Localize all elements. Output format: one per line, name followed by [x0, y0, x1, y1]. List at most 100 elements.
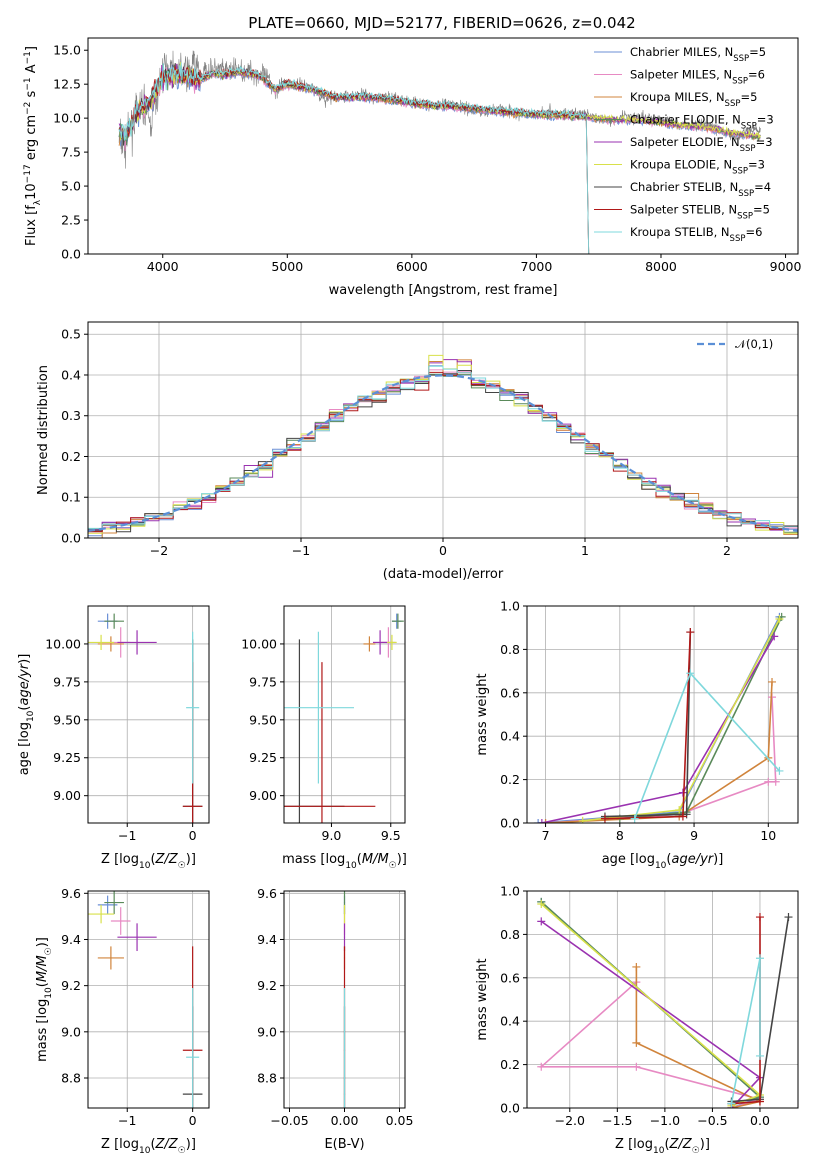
weight-vs-Z-xlabel-part: 10 [653, 1146, 665, 1156]
residuals-ytick-label: 0.4 [61, 367, 81, 382]
mass-weight-point [755, 1097, 764, 1106]
weight-vs-Z-xtick-label: −1.0 [650, 1113, 680, 1128]
weight-vs-age-ytick-label: 0.0 [500, 816, 520, 831]
spectrum-ylabel-part: −1 [23, 77, 33, 90]
mass-vs-Z-xlabel: Z [log10(Z/Z☉)] [101, 1137, 196, 1156]
spectrum-xtick-label: 6000 [396, 259, 428, 274]
residuals-ytick-label: 0.5 [61, 327, 81, 342]
weight-vs-Z-xtick-label: 0.0 [750, 1113, 770, 1128]
mass-weight-point [755, 913, 764, 922]
mass-vs-Z-xtick-label: −1 [118, 1113, 136, 1128]
spectrum-ylabel-part: −2 [23, 102, 33, 115]
spectrum-ylabel-part: s [24, 90, 39, 101]
residual-histogram [88, 371, 798, 533]
mass-weight-point [755, 954, 764, 963]
weight-vs-Z-ytick-label: 0.0 [500, 1101, 520, 1116]
age-vs-mass-xtick-label: 9.0 [322, 828, 342, 843]
mass-vs-EBV-xtick-label: 0.00 [331, 1113, 359, 1128]
legend-entry-text: Kroupa ELODIE, N [630, 158, 732, 172]
age-vs-Z-xlabel-part: Z [log [101, 852, 139, 867]
weight-vs-Z-ylabel: mass weight [475, 958, 490, 1040]
mass-weight-point [678, 812, 687, 821]
legend-entry-sub: SSP [733, 54, 749, 64]
weight-vs-Z-ytick-label: 0.4 [500, 1014, 520, 1029]
legend-entry-value: =5 [740, 90, 757, 104]
spectrum-frame [87, 37, 799, 255]
mass-vs-EBV-xlabel-part: E(B-V) [324, 1137, 364, 1152]
mass-weight-line [538, 616, 781, 823]
legend-entry: Chabrier MILES, NSSP=5 [630, 45, 766, 64]
legend-entry-value: =3 [756, 135, 773, 149]
weight-vs-age-xlabel-part: ( [666, 852, 671, 867]
weight-vs-Z-xlabel-part: ☉ [692, 1146, 700, 1156]
legend-entry: Chabrier STELIB, NSSP=4 [630, 180, 771, 199]
age-vs-Z-xlabel-part: )] [186, 852, 196, 867]
legend-entry-sub: SSP [737, 212, 753, 222]
mass-vs-Z-ylabel-part: 10 [44, 987, 54, 999]
legend-entry: Kroupa MILES, NSSP=5 [630, 90, 757, 109]
weight-vs-Z-plot: −2.0 −1.5 −1.0 −0.5 0.0 0.0 0.2 0.4 0.6 0.8 1.0 Z [… [475, 884, 799, 1156]
legend-entry-sub: SSP [738, 189, 754, 199]
age-vs-mass-marks [284, 613, 404, 823]
mass-vs-EBV-xtick-label: −0.05 [270, 1113, 308, 1128]
mass-weight-point [632, 1062, 641, 1071]
age-vs-mass-xlabel-part: mass [log [282, 852, 345, 867]
age-vs-Z-ylabel-part: age [log [17, 722, 32, 775]
legend-entry-sub: SSP [732, 77, 748, 87]
mass-weight-line [635, 967, 763, 1108]
mass-vs-Z-ylabel: mass [log10(M/M☉)] [35, 937, 54, 1062]
age-vs-mass-ytick-label: 10.00 [241, 636, 277, 651]
mass-weight-point [541, 819, 550, 823]
mass-weight-point [770, 632, 779, 641]
residuals-marks [88, 354, 798, 538]
weight-vs-age-xlabel-part: )] [713, 852, 723, 867]
mass-vs-EBV-ytick-label: 8.8 [257, 1070, 277, 1085]
legend-entry: Chabrier ELODIE, NSSP=3 [630, 113, 774, 132]
mass-weight-point [632, 962, 641, 971]
mass-vs-EBV-frame [283, 890, 406, 1109]
spectrum-ytick-label: 7.5 [61, 145, 81, 160]
age-vs-mass-ytick-label: 9.00 [249, 788, 277, 803]
mass-weight-line [540, 920, 762, 1108]
mass-vs-EBV-ytick-label: 9.4 [257, 932, 277, 947]
weight-vs-age-xtick-label: 10 [760, 828, 776, 843]
mass-weight-line [633, 671, 780, 819]
weight-vs-Z-xtick-label: −2.0 [555, 1113, 585, 1128]
age-vs-Z-ylabel-part: )] [17, 654, 32, 664]
mass-weight-line [539, 981, 763, 1108]
age-vs-Z-ylabel: age [log10(age/yr)] [17, 654, 36, 776]
mass-vs-Z-xlabel-part: ( [150, 1137, 155, 1152]
age-vs-Z-xlabel: Z [log10(Z/Z☉)] [101, 852, 196, 871]
spectrum-ytick-label: 5.0 [61, 179, 81, 194]
mass-vs-Z-plot: −1 08.89.09.29.49.6Z [log10(Z/Z☉)]mass [l… [35, 886, 210, 1156]
mass-vs-Z-xlabel-part: )] [186, 1137, 196, 1152]
residuals-plot: −2 −1 0 1 2 0.0 0.1 0.2 0.3 0.4 0.5 𝒩(0,1) (data-mod… [36, 321, 799, 582]
mass-weight-point [675, 805, 684, 814]
weight-vs-Z-ytick-label: 0.8 [500, 927, 520, 942]
spectrum-xtick-label: 7000 [521, 259, 553, 274]
age-vs-mass-xtick-label: 9.5 [381, 828, 401, 843]
weight-vs-Z-xlabel-part: )] [700, 1137, 710, 1152]
mass-weight-line [541, 635, 775, 823]
spectrum-ylabel-part: λ [33, 199, 43, 205]
mass-vs-Z-xtick-label: 0 [189, 1113, 197, 1128]
residuals-ytick-label: 0.3 [61, 408, 81, 423]
age-vs-Z-ytick-label: 10.00 [45, 636, 81, 651]
age-vs-mass-xlabel-part: M/M [362, 852, 389, 867]
age-vs-Z-ylabel-part: ( [17, 706, 32, 711]
age-vs-Z-marks [88, 613, 203, 823]
weight-vs-age-ytick-label: 0.4 [500, 729, 520, 744]
legend-entry: Kroupa STELIB, NSSP=6 [630, 225, 762, 244]
weight-vs-Z-frame [526, 890, 799, 1109]
legend-entry-value: =6 [748, 68, 765, 82]
mass-weight-point [600, 814, 609, 823]
mass-weight-line [619, 616, 783, 820]
age-vs-Z-ytick-label: 9.00 [53, 788, 81, 803]
legend-entry-sub: SSP [730, 234, 746, 244]
weight-vs-age-ytick-label: 1.0 [500, 599, 520, 614]
residuals-ytick-label: 0.2 [61, 449, 81, 464]
mass-vs-Z-ylabel-part: ☉ [44, 947, 54, 955]
mass-weight-point [537, 900, 546, 909]
